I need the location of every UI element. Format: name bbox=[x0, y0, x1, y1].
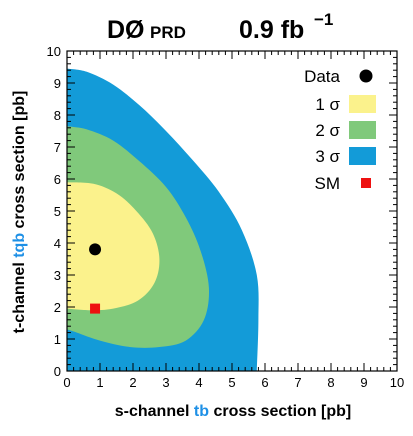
y-axis-label-suffix: cross section [pb] bbox=[11, 91, 28, 233]
contour-1sigma bbox=[67, 182, 160, 311]
tick-layer bbox=[66, 50, 398, 372]
title-experiment: DØ bbox=[107, 16, 145, 44]
plot-area: 0 1 2 3 4 5 6 7 8 9 10 0 1 2 3 4 5 6 7 8 9 10 bbox=[47, 44, 405, 390]
marker-layer bbox=[89, 243, 102, 314]
title-luminosity-superscript: −1 bbox=[314, 10, 333, 29]
y-tick-label: 8 bbox=[54, 108, 61, 123]
y-axis-label-accent: tqb bbox=[11, 233, 28, 258]
y-tick-label: 7 bbox=[54, 140, 61, 155]
title-tag: PRD bbox=[150, 23, 186, 42]
legend-marker-sm bbox=[361, 178, 371, 188]
x-tick-label: 2 bbox=[129, 375, 136, 390]
y-tick-label: 10 bbox=[47, 44, 61, 59]
x-tick-label: 4 bbox=[195, 375, 202, 390]
y-tick-label: 9 bbox=[54, 76, 61, 91]
legend-label-data: Data bbox=[304, 67, 340, 86]
legend-swatch-s2 bbox=[349, 121, 376, 139]
title-luminosity: 0.9 fb bbox=[239, 16, 304, 44]
legend: Data 1 σ 2 σ 3 σ SM bbox=[304, 67, 376, 193]
x-tick-label: 6 bbox=[261, 375, 268, 390]
y-tick-label: 0 bbox=[54, 364, 61, 379]
y-tick-label: 3 bbox=[54, 268, 61, 283]
x-tick-label: 1 bbox=[96, 375, 103, 390]
x-axis-label: s-channel tb cross section [pb] bbox=[115, 403, 352, 420]
x-axis-label-prefix: s-channel bbox=[115, 403, 194, 420]
x-tick-label: 3 bbox=[162, 375, 169, 390]
y-tick-label: 4 bbox=[54, 236, 61, 251]
y-tick-label: 5 bbox=[54, 204, 61, 219]
legend-label-s3: 3 σ bbox=[315, 147, 340, 166]
x-tick-label: 0 bbox=[63, 375, 70, 390]
tick-label-layer: 0 1 2 3 4 5 6 7 8 9 10 0 1 2 3 4 5 6 7 8 9 10 bbox=[47, 44, 405, 390]
legend-marker-data bbox=[359, 69, 373, 83]
y-tick-label: 1 bbox=[54, 332, 61, 347]
x-axis-label-suffix: cross section [pb] bbox=[209, 403, 351, 420]
legend-swatch-s3 bbox=[349, 147, 376, 165]
contour-layer bbox=[67, 68, 259, 371]
x-tick-label: 5 bbox=[228, 375, 235, 390]
legend-label-sm: SM bbox=[315, 174, 341, 193]
y-axis-label: t-channel tqb cross section [pb] bbox=[11, 91, 28, 334]
y-tick-label: 6 bbox=[54, 172, 61, 187]
sm-point-marker bbox=[90, 303, 101, 314]
legend-swatch-s1 bbox=[349, 95, 376, 113]
x-tick-label: 9 bbox=[360, 375, 367, 390]
data-point-marker bbox=[89, 243, 102, 256]
legend-label-s1: 1 σ bbox=[315, 95, 340, 114]
x-tick-label: 7 bbox=[294, 375, 301, 390]
y-axis-label-prefix: t-channel bbox=[11, 258, 28, 334]
x-tick-label: 10 bbox=[390, 375, 404, 390]
x-tick-label: 8 bbox=[327, 375, 334, 390]
y-tick-label: 2 bbox=[54, 300, 61, 315]
x-axis-label-accent: tb bbox=[194, 403, 209, 420]
legend-label-s2: 2 σ bbox=[315, 121, 340, 140]
